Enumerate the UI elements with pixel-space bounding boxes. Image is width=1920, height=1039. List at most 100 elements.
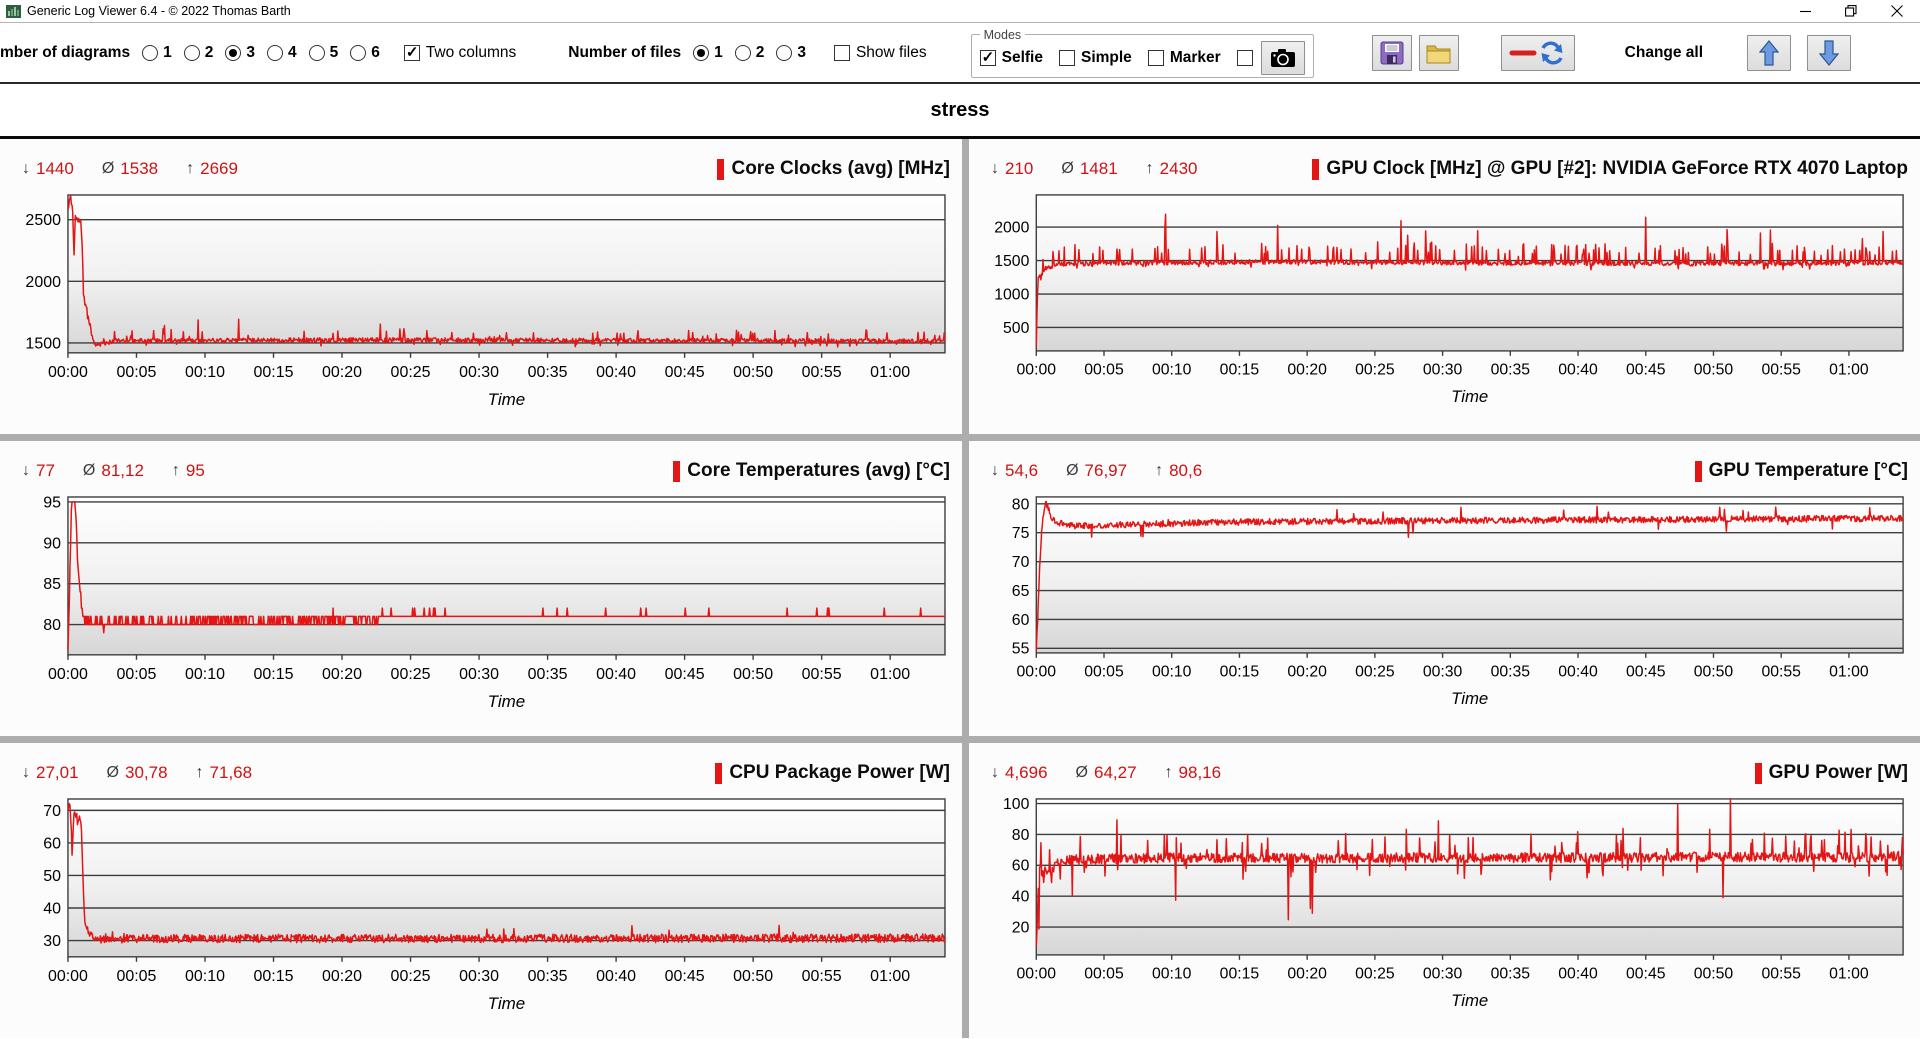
svg-text:00:25: 00:25 — [1355, 966, 1395, 983]
svg-text:00:30: 00:30 — [459, 364, 499, 381]
svg-text:00:50: 00:50 — [1694, 966, 1734, 983]
scroll-up-button[interactable] — [1747, 34, 1792, 71]
svg-text:85: 85 — [43, 576, 61, 593]
line-chart[interactable]: 55 60 65 70 75 80 00:00 00:05 00:10 00:15 00:20 00:… — [979, 491, 1912, 726]
scroll-down-button[interactable] — [1807, 34, 1852, 71]
checkbox-icon[interactable] — [1147, 49, 1164, 66]
diagrams-option-6[interactable]: 6 — [350, 44, 380, 62]
diagrams-option-5[interactable]: 5 — [308, 44, 338, 62]
svg-text:01:00: 01:00 — [870, 364, 910, 381]
line-chart[interactable]: 80 85 90 95 00:00 00:05 00:10 00:15 00:20 00:25 00… — [10, 491, 954, 729]
svg-text:00:00: 00:00 — [1017, 966, 1057, 983]
avg-icon: Ø — [106, 764, 119, 781]
radio-icon[interactable] — [734, 44, 751, 61]
svg-text:00:15: 00:15 — [1220, 664, 1260, 681]
diagrams-option-2[interactable]: 2 — [183, 44, 213, 62]
series-color-swatch — [673, 460, 681, 482]
radio-icon[interactable] — [183, 44, 200, 61]
svg-text:00:10: 00:10 — [185, 666, 225, 683]
svg-text:01:00: 01:00 — [870, 666, 910, 683]
svg-text:40: 40 — [43, 900, 61, 917]
files-option-1[interactable]: 1 — [693, 44, 723, 62]
radio-icon[interactable] — [350, 44, 367, 61]
screenshot-button[interactable] — [1260, 40, 1305, 75]
svg-text:00:15: 00:15 — [1220, 966, 1260, 983]
line-style-refresh-button[interactable] — [1500, 34, 1575, 71]
radio-icon[interactable] — [266, 44, 283, 61]
files-option-2[interactable]: 2 — [734, 44, 764, 62]
svg-text:00:50: 00:50 — [733, 666, 773, 683]
radio-icon[interactable] — [776, 44, 793, 61]
min-value: 54,6 — [1005, 461, 1039, 480]
max-arrow-icon: ↑ — [171, 462, 180, 479]
line-chart[interactable]: 1500 2000 2500 00:00 00:05 00:10 00:15 00:20 00:… — [10, 189, 954, 427]
panel-core-clocks: ↓ 1440 Ø 1538 ↑ 2669 Core Clocks (avg) [MHz… — [0, 139, 962, 434]
avg-icon: Ø — [82, 462, 96, 479]
svg-text:00:25: 00:25 — [1355, 664, 1395, 681]
svg-text:00:45: 00:45 — [1626, 664, 1666, 681]
radio-icon[interactable] — [225, 44, 242, 61]
svg-text:00:30: 00:30 — [1423, 664, 1463, 681]
checkbox-icon[interactable] — [979, 48, 996, 66]
radio-icon[interactable] — [693, 44, 710, 61]
svg-text:55: 55 — [1012, 641, 1030, 658]
line-chart[interactable]: 30 40 50 60 70 00:00 00:05 00:10 00:15 00:20 00:25… — [10, 793, 954, 1031]
min-arrow-icon: ↓ — [991, 462, 999, 479]
min-value: 4,696 — [1005, 763, 1048, 782]
svg-text:00:20: 00:20 — [1287, 362, 1327, 379]
svg-text:1000: 1000 — [994, 286, 1029, 303]
show-files-checkbox[interactable]: Show files — [833, 44, 927, 62]
svg-text:00:40: 00:40 — [1558, 664, 1598, 681]
svg-text:00:20: 00:20 — [322, 968, 362, 985]
restore-button[interactable] — [1828, 0, 1874, 22]
checkbox-icon[interactable] — [833, 44, 850, 61]
minimize-button[interactable] — [1782, 0, 1828, 22]
chart-stats: ↓ 77 Ø 81,12 ↑ 95 — [22, 461, 233, 481]
simple-checkbox[interactable]: Simple — [1058, 49, 1132, 67]
radio-icon[interactable] — [142, 44, 159, 61]
svg-text:00:40: 00:40 — [1558, 362, 1598, 379]
series-color-swatch — [1312, 158, 1320, 180]
selfie-checkbox[interactable]: Selfie — [979, 48, 1043, 67]
open-folder-button[interactable] — [1418, 34, 1459, 71]
min-value: 1440 — [36, 159, 74, 178]
line-chart[interactable]: 20 40 60 80 100 00:00 00:05 00:10 00:15 00:20 00:2… — [979, 793, 1912, 1028]
min-arrow-icon: ↓ — [22, 764, 30, 781]
svg-text:00:30: 00:30 — [1423, 362, 1463, 379]
svg-text:Time: Time — [488, 994, 526, 1013]
svg-text:00:55: 00:55 — [802, 364, 842, 381]
toolbar: mber of diagrams 1 2 3 4 5 6 Two columns… — [0, 23, 1920, 84]
checkbox-icon[interactable] — [1236, 49, 1253, 66]
marker-checkbox[interactable]: Marker — [1147, 49, 1221, 67]
avg-value: 1538 — [120, 159, 159, 178]
checkbox-icon[interactable] — [403, 43, 420, 61]
diagrams-option-1[interactable]: 1 — [142, 44, 172, 62]
files-option-3[interactable]: 3 — [776, 44, 806, 62]
svg-text:70: 70 — [1012, 554, 1030, 571]
svg-text:00:55: 00:55 — [1761, 966, 1801, 983]
radio-icon[interactable] — [308, 44, 325, 61]
diagrams-radio-group: 1 2 3 4 5 6 — [130, 44, 380, 62]
two-columns-checkbox[interactable]: Two columns — [403, 43, 516, 62]
svg-text:00:00: 00:00 — [48, 968, 88, 985]
avg-value: 64,27 — [1094, 763, 1137, 782]
svg-text:01:00: 01:00 — [1829, 966, 1869, 983]
checkbox-icon[interactable] — [1058, 49, 1075, 66]
svg-text:00:40: 00:40 — [596, 364, 636, 381]
panel-core-temps: ↓ 77 Ø 81,12 ↑ 95 Core Temperatures (avg) [… — [0, 441, 962, 736]
camera-mode-checkbox[interactable] — [1236, 49, 1253, 66]
series-color-swatch — [717, 158, 725, 180]
diagrams-option-4[interactable]: 4 — [266, 44, 297, 62]
svg-text:00:30: 00:30 — [459, 666, 499, 683]
svg-text:00:55: 00:55 — [1761, 362, 1801, 379]
svg-text:80: 80 — [1012, 827, 1030, 844]
svg-text:Time: Time — [1451, 387, 1488, 406]
svg-text:00:25: 00:25 — [391, 968, 431, 985]
save-button[interactable] — [1371, 34, 1412, 71]
diagrams-option-3[interactable]: 3 — [225, 44, 255, 62]
svg-text:00:40: 00:40 — [596, 968, 636, 985]
close-button[interactable] — [1874, 0, 1920, 22]
line-chart[interactable]: 500 1000 1500 2000 00:00 00:05 00:10 00:15 00:20… — [979, 189, 1912, 424]
max-value: 80,6 — [1169, 461, 1203, 480]
chart-stats: ↓ 54,6 Ø 76,97 ↑ 80,6 — [991, 461, 1230, 481]
